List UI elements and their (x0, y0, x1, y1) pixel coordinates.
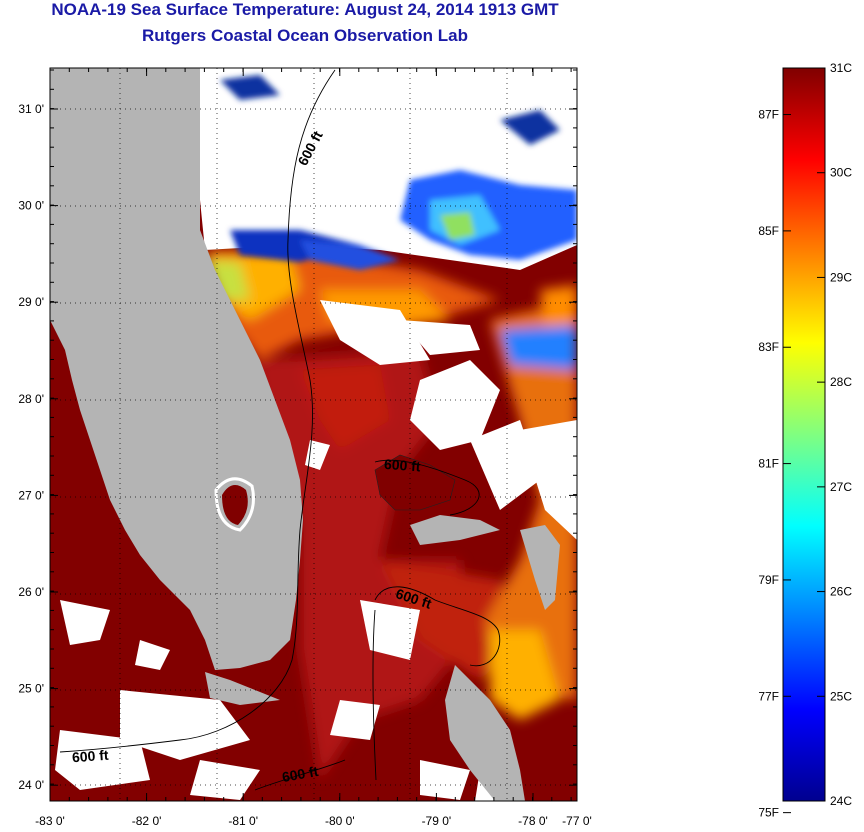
lon-label: -81 0' (228, 814, 258, 828)
grand-bahama (410, 515, 500, 545)
map-frame (49, 67, 578, 802)
colorbar-fahrenheit-label: 77F (758, 689, 779, 703)
lon-label: -78 0' (518, 814, 548, 828)
lon-label: -82 0' (132, 814, 162, 828)
colorbar-fahrenheit-label: 87F (758, 108, 779, 122)
colorbar-celsius-label: 27C (830, 480, 852, 494)
colorbar-celsius-label: 26C (830, 585, 852, 599)
lat-label: 25 0' (18, 682, 44, 696)
colorbar-celsius-label: 31C (830, 61, 852, 75)
lake-okeechobee (222, 485, 248, 525)
contour-label-keys: 600 ft (71, 747, 109, 766)
colorbar-fahrenheit-label: 85F (758, 224, 779, 238)
lat-label: 26 0' (18, 585, 44, 599)
colorbar-celsius-labels: 31C 30C 29C 28C 27C 26C 25C 24C (830, 61, 852, 808)
axis-ticks (49, 68, 578, 801)
sst-map (50, 68, 577, 801)
lat-label: 29 0' (18, 295, 44, 309)
lat-lon-grid (50, 68, 577, 801)
temperature-colorbar (782, 67, 826, 802)
abaco-island (520, 525, 560, 610)
map-subtitle: Rutgers Coastal Ocean Observation Lab (142, 26, 468, 45)
map-title: NOAA-19 Sea Surface Temperature: August … (51, 0, 559, 19)
colorbar-fahrenheit-label: 83F (758, 340, 779, 354)
lat-label: 31 0' (18, 102, 44, 116)
lat-label: 24 0' (18, 778, 44, 792)
colorbar-celsius-label: 29C (830, 270, 852, 284)
lon-label: -79 0' (422, 814, 452, 828)
colorbar-fahrenheit-label: 81F (758, 457, 779, 471)
colorbar-celsius-label: 28C (830, 375, 852, 389)
colorbar-fahrenheit-label: 75F (758, 806, 779, 820)
lat-label: 30 0' (18, 199, 44, 213)
florida-keys (205, 672, 280, 705)
bathymetry-contours (59, 69, 501, 791)
contour-label-straits: 600 ft (281, 763, 320, 785)
contour-label-bahama: 600 ft (383, 456, 421, 475)
cold-water-patches (220, 75, 577, 270)
colorbar-fahrenheit-labels: 87F 85F 83F 81F 79F 77F 75F (758, 108, 779, 820)
andros-island (445, 665, 525, 801)
colorbar-fahrenheit-label: 79F (758, 573, 779, 587)
colorbar-ticks (783, 67, 825, 814)
lon-label: -80 0' (325, 814, 355, 828)
lat-label: 28 0' (18, 392, 44, 406)
lon-label: -77 0' (562, 814, 592, 828)
cloud-patches (55, 300, 577, 801)
colorbar-celsius-label: 24C (830, 794, 852, 808)
longitude-labels: -83 0' -82 0' -81 0' -80 0' -79 0' -78 0' -77 … (35, 814, 592, 828)
lat-label: 27 0' (18, 488, 44, 502)
colorbar-celsius-label: 25C (830, 689, 852, 703)
lon-label: -83 0' (35, 814, 65, 828)
latitude-labels: 31 0' 30 0' 29 0' 28 0' 27 0' 26 0' 25 0' 24 0' (18, 102, 44, 792)
colorbar-celsius-label: 30C (830, 166, 852, 180)
